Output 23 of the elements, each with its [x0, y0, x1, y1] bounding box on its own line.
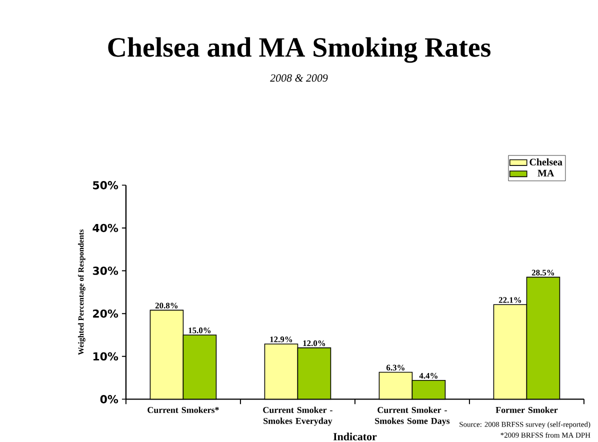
y-tick-label: 50% [93, 181, 118, 190]
y-tick-label: 20% [93, 309, 118, 318]
data-label: 12.9% [270, 336, 292, 342]
data-label: 15.0% [188, 328, 211, 334]
x-tick-label: Current Smoker - Smokes Some Days [375, 406, 450, 426]
y-tick-label: 40% [92, 224, 118, 232]
y-tick-label: 30% [92, 266, 118, 275]
data-label: 12.0% [303, 340, 326, 346]
x-tick-label: Current Smokers* [148, 406, 219, 414]
legend-label: Chelsea [530, 158, 562, 166]
y-tick-label: 0% [100, 395, 118, 404]
data-label: 4.4% [419, 372, 438, 379]
data-label: 6.3% [386, 364, 404, 371]
x-tick-label: Current Smoker - Smokes Everyday [263, 406, 332, 426]
data-label: 20.8% [155, 302, 178, 308]
legend-label: MA [538, 170, 554, 176]
data-label: 22.1% [498, 297, 522, 303]
x-axis-title: Indicator [333, 432, 377, 440]
y-tick-label: 10% [93, 352, 118, 361]
x-tick-label: Former Smoker [496, 406, 558, 414]
data-label: 28.5% [532, 270, 554, 276]
chart-title: Chelsea and MA Smoking Rates [108, 37, 490, 63]
chart-subtitle: 2008 & 2009 [270, 74, 328, 82]
